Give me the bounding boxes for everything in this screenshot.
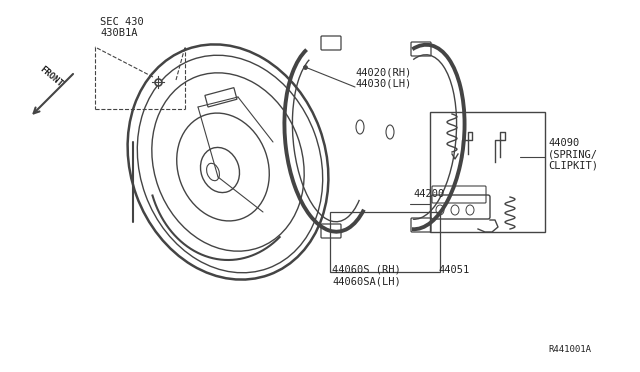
Text: 44020(RH): 44020(RH) <box>355 67 412 77</box>
Text: (SPRING/: (SPRING/ <box>548 149 598 159</box>
Text: 430B1A: 430B1A <box>100 28 138 38</box>
Text: 44090: 44090 <box>548 138 579 148</box>
Text: R441001A: R441001A <box>548 345 591 354</box>
Bar <box>330 212 440 272</box>
Bar <box>205 88 237 107</box>
Text: 44060SA(LH): 44060SA(LH) <box>332 276 401 286</box>
Bar <box>430 112 545 232</box>
Text: FRONT: FRONT <box>38 65 65 89</box>
Text: SEC 430: SEC 430 <box>100 17 144 27</box>
Text: 44200: 44200 <box>413 189 444 199</box>
Text: 44051: 44051 <box>438 265 469 275</box>
Text: 44060S (RH): 44060S (RH) <box>332 265 401 275</box>
Text: 44030(LH): 44030(LH) <box>355 78 412 88</box>
Text: CLIPKIT): CLIPKIT) <box>548 160 598 170</box>
